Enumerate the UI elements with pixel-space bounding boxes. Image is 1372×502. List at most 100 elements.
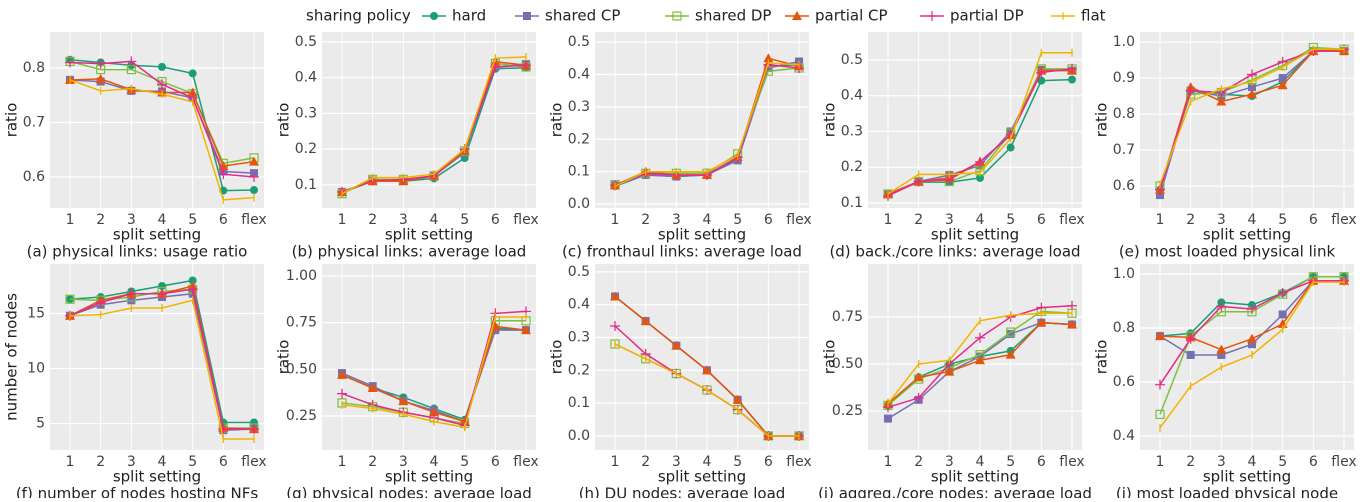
- y-tick-label: 1.0: [1113, 34, 1135, 50]
- point: [1067, 319, 1077, 329]
- point: [1217, 350, 1226, 359]
- x-tick-label: 6: [491, 212, 500, 228]
- x-tick-label: 4: [976, 454, 985, 470]
- point: [1277, 287, 1288, 298]
- legend-marker: [430, 12, 438, 20]
- point: [126, 288, 137, 299]
- x-axis-label: split setting: [658, 468, 746, 486]
- x-tick-label: 3: [672, 454, 681, 470]
- y-tick-label: 0.4: [1113, 428, 1135, 444]
- y-tick-label: 0.1: [568, 164, 590, 180]
- point: [1247, 304, 1257, 315]
- point: [187, 284, 198, 295]
- legend-title: sharing policy: [306, 7, 411, 25]
- point: [157, 288, 167, 299]
- x-tick-label: flex: [1331, 454, 1356, 470]
- point: [671, 340, 682, 350]
- y-tick-label: 0.2: [295, 141, 317, 157]
- caption: (g) physical nodes: average load: [286, 485, 532, 499]
- point: [975, 355, 985, 365]
- point: [976, 173, 984, 182]
- point: [521, 60, 531, 71]
- panel: 1 2 3 4 5 6 flex 0.25 0.50 0.75 1.00 split setting r…: [275, 264, 539, 502]
- panel: 1 2 3 4 5 6 flex 0.6 0.7 0.8 0.9 1.0 split setting ra…: [1093, 32, 1357, 261]
- plot-background: [50, 32, 264, 208]
- x-axis-label: split setting: [658, 226, 746, 244]
- y-tick-label: 0.4: [568, 66, 590, 82]
- x-tick-label: 3: [945, 212, 954, 228]
- y-axis-label: ratio: [548, 103, 566, 138]
- point: [218, 424, 229, 435]
- x-tick-label: 2: [914, 454, 923, 470]
- point: [337, 369, 347, 379]
- x-tick-label: 1: [338, 212, 347, 228]
- y-tick-label: 0.7: [1113, 142, 1135, 158]
- x-tick-label: 3: [399, 454, 408, 470]
- point: [610, 291, 620, 301]
- x-axis-label: split setting: [385, 226, 473, 244]
- x-tick-label: 2: [96, 212, 105, 228]
- x-tick-label: 5: [1278, 212, 1287, 228]
- x-axis-label: split setting: [385, 468, 473, 486]
- x-axis-label: split setting: [931, 468, 1019, 486]
- point: [1155, 379, 1165, 390]
- plot-background: [595, 264, 809, 450]
- y-tick-label: 0.3: [841, 123, 863, 139]
- point: [944, 366, 955, 376]
- x-tick-label: 2: [368, 454, 377, 470]
- point: [975, 156, 985, 167]
- point: [1185, 85, 1196, 96]
- point: [95, 297, 106, 308]
- caption: (j) most loaded physical node: [1116, 485, 1338, 499]
- plot-background: [322, 264, 536, 450]
- x-tick-label: 6: [1037, 212, 1046, 228]
- point: [367, 383, 378, 392]
- point: [975, 332, 985, 343]
- x-tick-label: 3: [1217, 212, 1226, 228]
- y-axis-label: ratio: [1093, 340, 1111, 375]
- x-tick-label: 5: [188, 454, 197, 470]
- y-axis-label: ratio: [1093, 103, 1111, 138]
- x-axis-label: split setting: [1203, 226, 1291, 244]
- legend-label[interactable]: shared DP: [695, 7, 771, 25]
- y-axis-label: ratio: [548, 340, 566, 375]
- legend-label[interactable]: flat: [1081, 7, 1106, 25]
- point: [157, 79, 167, 90]
- legend-label[interactable]: hard: [452, 7, 486, 25]
- y-tick-label: 0.3: [295, 105, 317, 121]
- point: [1247, 333, 1257, 343]
- point: [521, 325, 531, 335]
- x-tick-label: 4: [430, 454, 439, 470]
- point: [1248, 83, 1256, 92]
- legend-label[interactable]: shared CP: [545, 7, 620, 25]
- point: [187, 87, 198, 97]
- x-axis-label: split setting: [113, 468, 201, 486]
- point: [1006, 327, 1016, 337]
- x-tick-label: 6: [1309, 212, 1318, 228]
- y-tick-label: 0.8: [1113, 106, 1135, 122]
- point: [884, 414, 892, 423]
- point: [913, 392, 924, 403]
- legend-label[interactable]: partial DP: [950, 7, 1024, 25]
- legend-marker: [523, 12, 531, 20]
- legend-marker: [672, 11, 682, 21]
- legend-label[interactable]: partial CP: [815, 7, 888, 25]
- point: [1186, 350, 1195, 359]
- x-tick-label: 3: [945, 454, 954, 470]
- x-tick-label: flex: [513, 212, 538, 228]
- x-tick-label: 6: [219, 454, 228, 470]
- x-tick-label: 5: [1006, 454, 1015, 470]
- y-tick-label: 0.1: [841, 195, 863, 211]
- y-tick-label: 15: [27, 306, 45, 322]
- y-tick-label: 0.6: [1113, 374, 1135, 390]
- x-tick-label: flex: [1059, 454, 1084, 470]
- y-tick-label: 0.6: [1113, 178, 1135, 194]
- point: [1185, 333, 1196, 344]
- y-tick-label: 0.5: [841, 52, 863, 68]
- y-tick-label: 0.50: [286, 361, 317, 377]
- x-axis-label: split setting: [931, 226, 1019, 244]
- x-tick-label: 2: [96, 454, 105, 470]
- y-tick-label: 0.4: [841, 88, 863, 104]
- y-tick-label: 0.9: [1113, 70, 1135, 86]
